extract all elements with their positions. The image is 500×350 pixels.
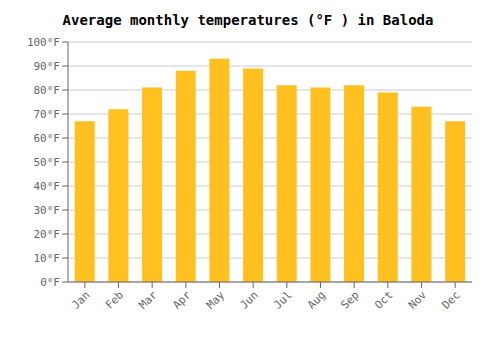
svg-text:0°F: 0°F xyxy=(40,276,60,289)
svg-text:Jul: Jul xyxy=(271,288,294,311)
svg-text:Feb: Feb xyxy=(103,288,126,311)
svg-text:Oct: Oct xyxy=(372,288,395,311)
svg-text:20°F: 20°F xyxy=(34,228,61,241)
svg-text:Jan: Jan xyxy=(69,288,92,311)
svg-text:Dec: Dec xyxy=(440,288,463,311)
svg-text:Apr: Apr xyxy=(170,288,194,312)
svg-text:30°F: 30°F xyxy=(34,204,61,217)
svg-text:Aug: Aug xyxy=(305,288,328,311)
svg-text:40°F: 40°F xyxy=(34,180,61,193)
svg-text:80°F: 80°F xyxy=(34,84,61,97)
svg-text:May: May xyxy=(204,288,228,312)
svg-text:100°F: 100°F xyxy=(27,36,60,49)
svg-text:Jun: Jun xyxy=(238,288,261,311)
svg-text:10°F: 10°F xyxy=(34,252,61,265)
svg-text:90°F: 90°F xyxy=(34,60,61,73)
html-text:Average monthly temperatures (: Average monthly temperatures (°F ) in Ba… xyxy=(62,12,434,28)
svg-text:Nov: Nov xyxy=(406,288,430,312)
svg-text:50°F: 50°F xyxy=(34,156,61,169)
svg-text:Sep: Sep xyxy=(339,288,362,311)
svg-text:70°F: 70°F xyxy=(34,108,61,121)
svg-text:Mar: Mar xyxy=(137,288,161,312)
svg-text:60°F: 60°F xyxy=(34,132,61,145)
